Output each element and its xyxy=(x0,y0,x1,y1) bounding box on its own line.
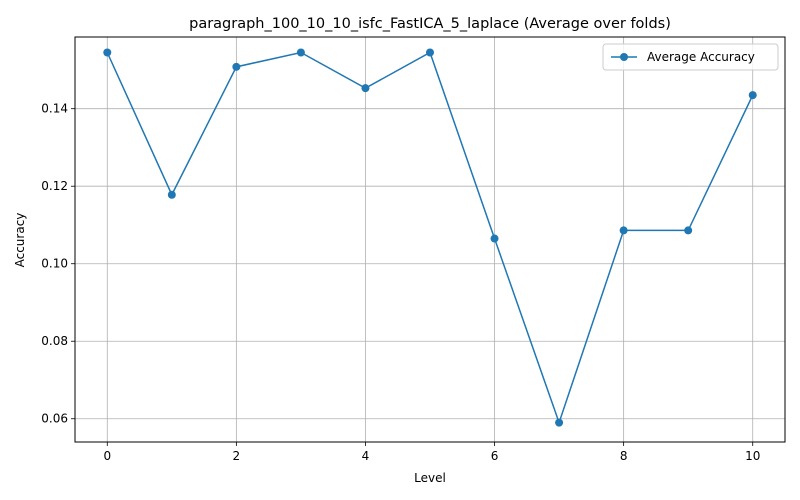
data-point xyxy=(232,62,241,71)
x-tick-label: 4 xyxy=(362,449,370,463)
data-point xyxy=(103,48,112,57)
x-axis-ticks: 0 2 4 6 8 10 xyxy=(103,442,760,463)
data-point xyxy=(167,190,176,199)
data-point xyxy=(748,91,757,100)
x-tick-label: 8 xyxy=(620,449,628,463)
data-point xyxy=(619,226,628,235)
data-point xyxy=(684,226,693,235)
x-tick-label: 10 xyxy=(745,449,760,463)
legend-box xyxy=(602,43,779,71)
y-tick-label: 0.10 xyxy=(41,257,68,271)
x-tick-label: 0 xyxy=(103,449,111,463)
x-axis-label: Level xyxy=(414,471,446,485)
x-tick-label: 2 xyxy=(233,449,241,463)
data-point xyxy=(296,48,305,57)
y-tick-label: 0.08 xyxy=(41,334,68,348)
series-group xyxy=(103,48,757,427)
y-axis-label: Accuracy xyxy=(13,213,27,268)
data-point xyxy=(555,418,564,427)
x-tick-label: 6 xyxy=(491,449,499,463)
legend-label: Average Accuracy xyxy=(647,50,755,64)
data-point xyxy=(361,84,370,93)
data-point xyxy=(490,234,499,243)
grid-lines xyxy=(75,37,785,442)
y-axis-ticks: 0.06 0.08 0.10 0.12 0.14 xyxy=(41,102,75,426)
y-tick-label: 0.14 xyxy=(41,102,68,116)
legend-dot-marker xyxy=(620,53,628,61)
plot-frame xyxy=(74,36,786,443)
legend: Average Accuracy xyxy=(602,43,779,71)
y-tick-label: 0.06 xyxy=(41,412,68,426)
data-point xyxy=(426,48,434,57)
chart-title: paragraph_100_10_10_isfc_FastICA_5_lapla… xyxy=(189,16,671,32)
y-tick-label: 0.12 xyxy=(41,179,68,193)
